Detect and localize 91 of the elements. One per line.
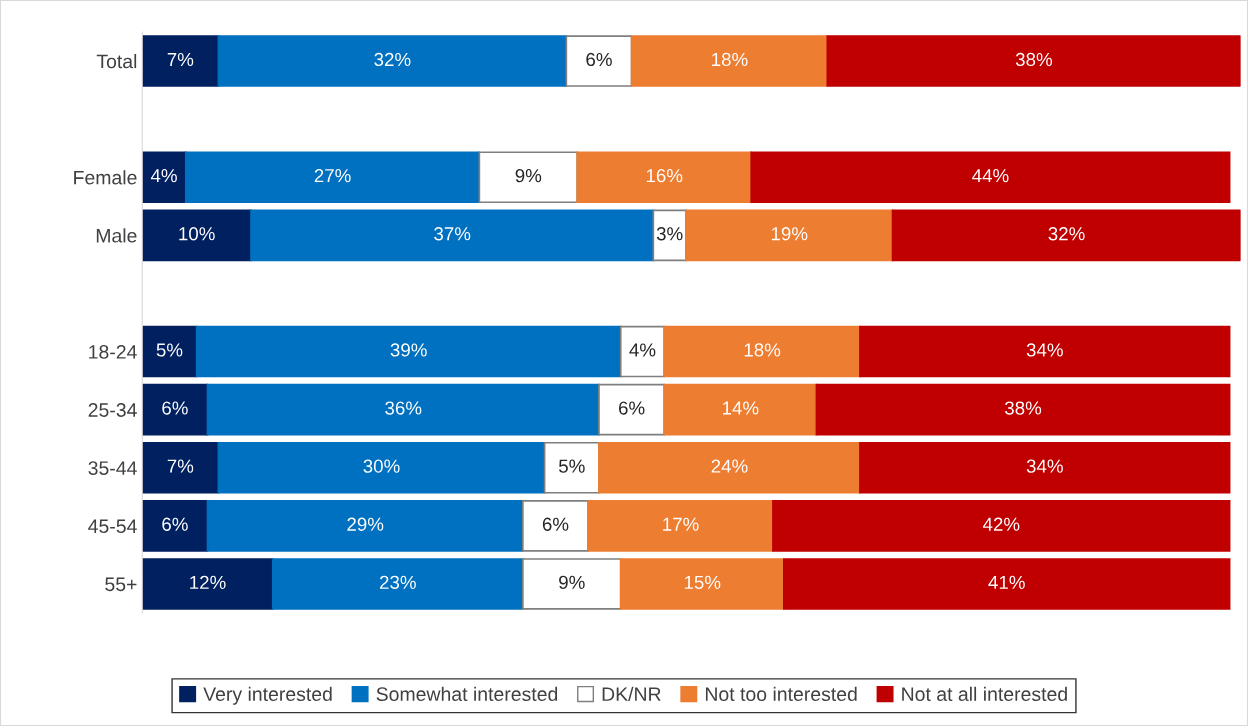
bar: [142, 151, 187, 204]
y-tick-label: 55+: [105, 577, 137, 592]
data-label: 4%: [150, 169, 177, 183]
data-label: 30%: [363, 459, 400, 473]
data-label: 3%: [656, 227, 683, 241]
data-label: 6%: [586, 52, 612, 67]
bar: [619, 558, 785, 610]
data-label: 12%: [190, 575, 226, 589]
data-label: 34%: [1026, 343, 1063, 357]
data-label: 6%: [542, 517, 569, 531]
bar: [522, 500, 589, 552]
bar: [522, 558, 622, 610]
data-label: 29%: [347, 517, 384, 531]
y-tick-label: Male: [96, 228, 137, 243]
data-label: 38%: [1004, 401, 1042, 415]
data-label: 42%: [982, 517, 1020, 531]
bar: [142, 383, 209, 436]
data-label: 38%: [1015, 52, 1053, 67]
legend-label: Not too interested: [705, 686, 857, 702]
data-label: 32%: [1048, 227, 1085, 241]
bar: [859, 441, 1231, 494]
bar: [772, 500, 1231, 552]
data-label: 5%: [156, 343, 183, 357]
bar: [195, 325, 622, 378]
data-label: 24%: [711, 459, 748, 473]
data-label: 32%: [374, 52, 411, 67]
data-label: 16%: [646, 169, 683, 183]
bar: [598, 441, 861, 494]
bar: [543, 441, 600, 494]
data-label: 19%: [771, 227, 808, 241]
bar: [685, 209, 894, 262]
bar: [142, 558, 274, 610]
data-label: 9%: [559, 575, 585, 589]
data-label: 18%: [744, 343, 781, 357]
data-label: 6%: [618, 401, 645, 415]
y-tick-label: 45-54: [88, 519, 137, 534]
data-label: 6%: [162, 517, 188, 531]
data-label: 36%: [385, 401, 422, 415]
data-label: 37%: [434, 227, 471, 241]
data-label: 44%: [972, 169, 1009, 183]
bar: [565, 35, 633, 87]
bar: [206, 500, 524, 552]
data-label: 10%: [179, 227, 215, 241]
bar: [815, 383, 1231, 436]
bar: [598, 383, 666, 436]
data-label: 4%: [629, 343, 656, 357]
bar: [250, 209, 655, 262]
y-tick-label: 35-44: [88, 461, 137, 475]
bar: [142, 441, 220, 494]
data-label: 39%: [390, 343, 427, 357]
bar: [891, 209, 1241, 262]
legend-label: Somewhat interested: [376, 686, 558, 702]
y-tick-label: 18-24: [89, 345, 137, 359]
data-label: 23%: [379, 575, 416, 589]
bar: [217, 441, 546, 494]
bar: [271, 558, 524, 610]
data-label: 9%: [515, 169, 542, 183]
bar: [478, 151, 579, 204]
data-label: 7%: [167, 52, 194, 67]
bar: [750, 151, 1231, 204]
bar: [782, 558, 1231, 610]
bar: [142, 500, 209, 552]
bar: [142, 35, 220, 87]
data-label: 41%: [988, 575, 1025, 589]
data-label: 5%: [558, 459, 585, 473]
bar: [859, 325, 1231, 378]
bar: [826, 35, 1241, 87]
bar: [576, 151, 753, 204]
data-label: 17%: [663, 517, 699, 531]
bar: [587, 500, 774, 552]
bar: [663, 383, 818, 436]
y-tick-label: Total: [96, 54, 137, 69]
data-label: 18%: [712, 52, 748, 67]
bar: [217, 35, 568, 87]
data-label: 14%: [722, 401, 759, 415]
data-label: 6%: [162, 401, 188, 415]
bar: [142, 325, 198, 378]
legend-label: Not at all interested: [902, 686, 1067, 702]
bar: [184, 151, 481, 204]
y-tick-label: Female: [74, 170, 137, 185]
bar: [630, 35, 829, 87]
bar: [663, 325, 861, 378]
y-tick-label: 25-34: [88, 403, 137, 417]
data-label: 34%: [1026, 459, 1063, 473]
bar: [206, 383, 600, 436]
data-label: 27%: [314, 169, 351, 183]
data-label: 15%: [684, 575, 721, 589]
legend-label: Very interested: [203, 686, 332, 705]
bar: [142, 209, 252, 262]
legend-label: DK/NR: [602, 686, 661, 702]
data-label: 7%: [167, 459, 194, 473]
